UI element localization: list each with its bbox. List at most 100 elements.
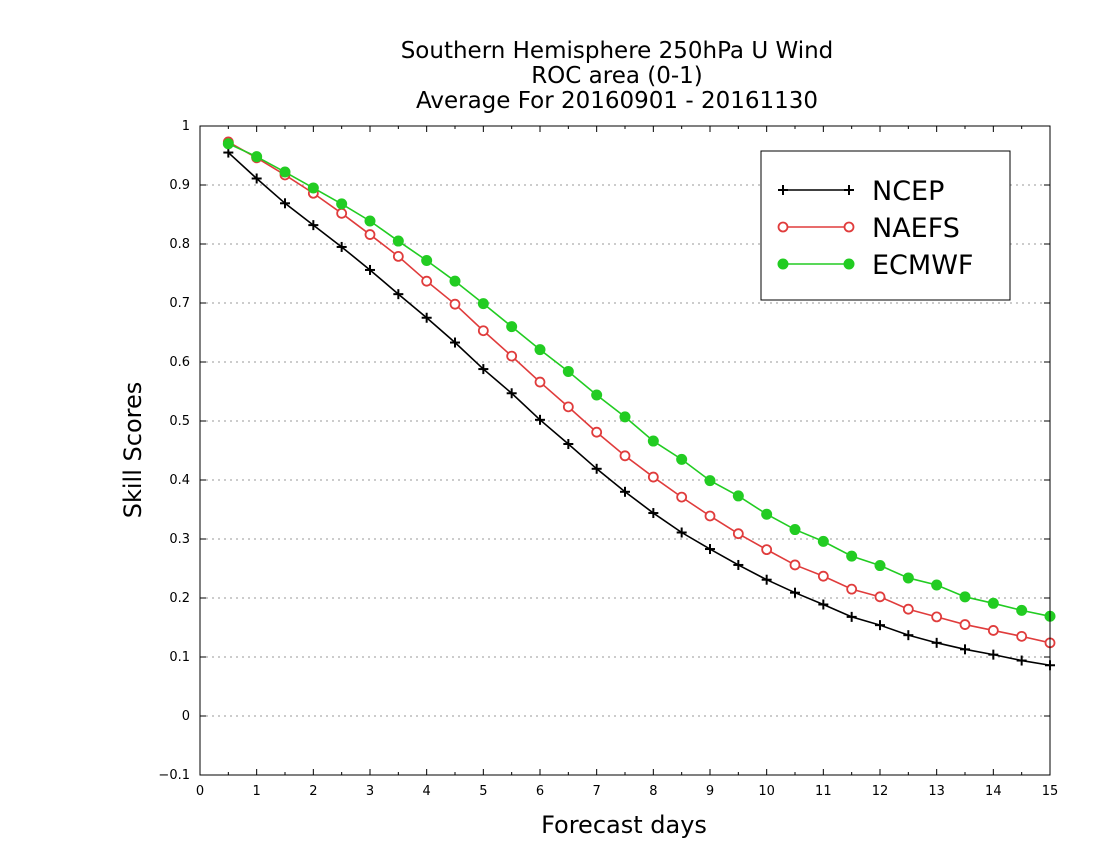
data-point-ncep: [421, 312, 432, 323]
title-line-2: ROC area (0-1): [531, 63, 703, 89]
plot-frame: [199, 125, 1051, 776]
data-point-ncep: [563, 439, 574, 450]
data-point-ncep: [1016, 655, 1027, 666]
data-point-ecmwf: [421, 255, 433, 267]
x-tick-label: 5: [479, 784, 487, 799]
data-point-ncep: [818, 599, 829, 610]
data-point-ecmwf: [761, 508, 773, 520]
series-layer: [222, 136, 1056, 671]
data-point-naefs: [846, 583, 858, 595]
data-point-naefs: [647, 471, 659, 483]
legend-marker: [777, 221, 789, 233]
data-point-naefs: [477, 325, 489, 337]
series-naefs: [222, 136, 1056, 649]
data-point-ncep: [393, 289, 404, 300]
data-point-ecmwf: [534, 344, 546, 356]
data-point-naefs: [562, 401, 574, 413]
data-point-ecmwf: [732, 490, 744, 502]
y-tick-label: 0.5: [169, 414, 190, 429]
data-point-ncep: [790, 587, 800, 598]
x-tick-label: 3: [366, 784, 374, 799]
x-tick-label: 1: [253, 784, 261, 799]
y-tick-label: 0.2: [169, 591, 190, 606]
y-tick-label: −0.1: [158, 768, 190, 783]
data-point-ncep: [960, 644, 970, 655]
y-tick-label: 0: [182, 709, 190, 724]
data-point-ncep: [450, 337, 460, 348]
data-point-ecmwf: [987, 597, 999, 609]
x-tick-label: 11: [815, 784, 832, 799]
data-point-ecmwf: [959, 591, 971, 603]
data-point-ncep: [535, 414, 545, 425]
data-point-ncep: [280, 198, 290, 209]
data-point-ncep: [365, 264, 375, 275]
data-point-naefs: [931, 611, 943, 623]
title-line-1: Southern Hemisphere 250hPa U Wind: [401, 38, 834, 64]
data-point-ecmwf: [251, 151, 263, 163]
data-point-ecmwf: [846, 550, 858, 562]
series-line-ncep: [227, 151, 1051, 667]
x-tick-label: 6: [536, 784, 544, 799]
data-point-naefs: [959, 619, 971, 630]
legend-marker: [778, 185, 788, 195]
data-point-ecmwf: [477, 298, 489, 310]
data-point-ecmwf: [392, 235, 404, 247]
y-tick-label: 0.1: [169, 650, 190, 665]
legend-item-naefs: NAEFS: [777, 213, 960, 244]
data-point-ecmwf: [647, 435, 659, 447]
data-point-ecmwf: [874, 560, 886, 572]
data-point-naefs: [449, 298, 461, 310]
y-tick-label: 0.4: [169, 473, 190, 488]
legend-marker: [843, 221, 855, 233]
data-point-naefs: [336, 207, 348, 219]
data-point-naefs: [392, 250, 404, 262]
data-point-ncep: [988, 649, 999, 660]
legend-label: NAEFS: [872, 213, 960, 244]
data-point-naefs: [732, 528, 744, 540]
series-ecmwf: [222, 138, 1056, 622]
data-point-naefs: [761, 544, 773, 556]
x-tick-label: 10: [758, 784, 775, 799]
data-point-ecmwf: [931, 579, 943, 591]
y-axis-label: Skill Scores: [119, 382, 147, 519]
data-point-ncep: [761, 574, 772, 585]
data-point-naefs: [421, 275, 433, 287]
data-point-naefs: [364, 229, 376, 240]
data-point-naefs: [817, 570, 829, 582]
data-point-ecmwf: [817, 535, 829, 547]
data-point-naefs: [506, 350, 518, 362]
x-tick-label: 7: [593, 784, 601, 799]
data-point-ncep: [223, 147, 234, 158]
legend: NCEP NAEFS ECMWF: [760, 150, 1011, 301]
data-point-naefs: [1016, 630, 1028, 642]
legend-marker: [843, 258, 855, 270]
series-ncep: [223, 147, 1055, 671]
x-tick-label: 9: [706, 784, 714, 799]
data-point-ecmwf: [506, 321, 518, 333]
data-point-ecmwf: [591, 389, 603, 401]
data-point-ncep: [903, 630, 914, 641]
y-tick-label: 0.3: [169, 532, 190, 547]
data-point-ncep: [591, 463, 602, 474]
data-point-naefs: [987, 625, 999, 636]
x-tick-label: 2: [309, 784, 317, 799]
data-point-ncep: [648, 508, 659, 519]
title-line-3: Average For 20160901 - 20161130: [416, 88, 818, 114]
x-tick-label: 13: [928, 784, 945, 799]
x-tick-label: 8: [649, 784, 657, 799]
data-point-ecmwf: [789, 524, 801, 536]
data-point-ecmwf: [279, 166, 291, 178]
chart-title: Southern Hemisphere 250hPa U Wind ROC ar…: [401, 38, 834, 114]
y-tick-label: 0.7: [169, 296, 190, 311]
data-point-ecmwf: [336, 198, 348, 210]
data-point-ncep: [506, 388, 517, 399]
y-tick-label: 0.8: [169, 237, 190, 252]
data-point-ncep: [676, 527, 687, 538]
data-point-ncep: [620, 486, 630, 497]
x-tick-label: 4: [423, 784, 431, 799]
x-tick-label: 0: [196, 784, 204, 799]
data-point-naefs: [902, 603, 914, 615]
data-point-ecmwf: [704, 475, 716, 487]
data-point-ecmwf: [562, 365, 574, 377]
